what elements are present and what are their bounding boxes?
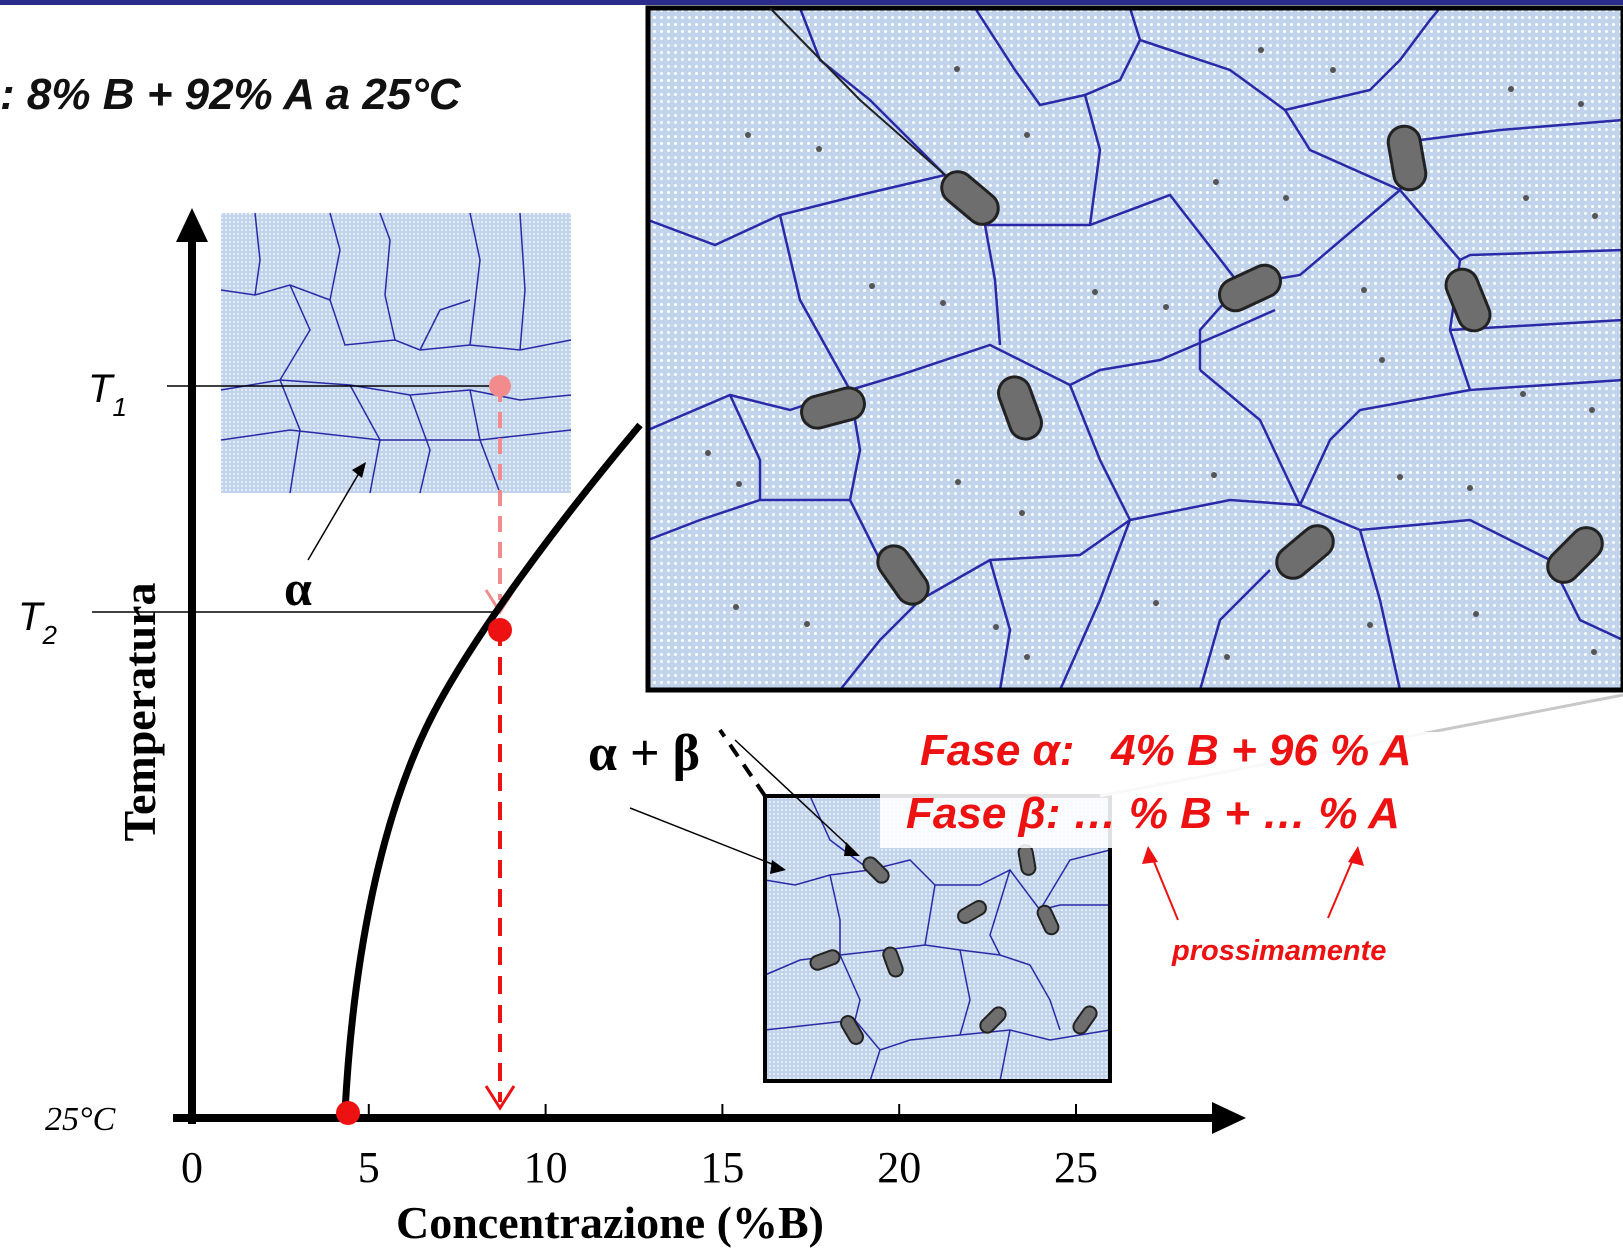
x-tick-label: 10 xyxy=(524,1143,568,1192)
t1-point xyxy=(489,375,511,397)
beta-pointer xyxy=(734,739,856,853)
zoom-connector-left xyxy=(718,728,767,798)
note-arrow-left xyxy=(1149,851,1179,921)
solvus-curve xyxy=(341,422,643,1113)
alpha-label: α xyxy=(284,560,312,616)
temperature-label-t1: T1 xyxy=(88,367,127,422)
phase-composition-box xyxy=(880,732,1623,848)
room-temperature-point xyxy=(336,1101,360,1125)
x-tick-marks xyxy=(367,1104,1077,1118)
t2-point xyxy=(488,618,512,642)
cooling-arrow-head-lower xyxy=(484,1085,516,1111)
x-tick-label: 15 xyxy=(700,1143,744,1192)
x-tick-label: 0 xyxy=(181,1143,203,1192)
note-label: prossimamente xyxy=(1171,935,1386,967)
alpha-micrograph-small xyxy=(220,212,572,494)
x-tick-label: 20 xyxy=(877,1143,921,1192)
x-tick-labels: 0 5 10 15 20 25 xyxy=(181,1143,1098,1192)
room-temperature-label: 25°C xyxy=(45,1101,116,1138)
phase-beta-composition: Fase β: … % B + … % A xyxy=(906,789,1400,838)
x-tick-label: 5 xyxy=(358,1143,380,1192)
alpha-beta-label: α + β xyxy=(588,725,700,782)
x-axis-title: Concentrazione (%B) xyxy=(396,1197,824,1248)
x-axis xyxy=(173,1102,1246,1134)
y-axis xyxy=(176,208,208,1124)
note-arrow-right xyxy=(1327,851,1357,919)
phase-alpha-composition: Fase α: 4% B + 96 % A xyxy=(920,726,1412,775)
alpha-pointer-2 xyxy=(629,807,783,869)
x-tick-label: 25 xyxy=(1054,1143,1098,1192)
temperature-label-t2: T2 xyxy=(18,595,57,650)
alpha-beta-micrograph-large xyxy=(645,5,1623,693)
y-axis-title: Temperatura xyxy=(114,583,165,842)
top-title-bar xyxy=(0,0,1623,5)
headline: : 8% B + 92% A a 25°C xyxy=(0,70,461,119)
alpha-pointer xyxy=(307,467,363,561)
